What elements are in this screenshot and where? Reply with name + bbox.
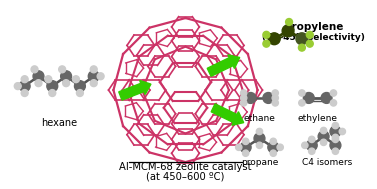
Circle shape [309, 136, 315, 143]
Circle shape [236, 144, 242, 150]
Circle shape [268, 33, 280, 45]
Circle shape [332, 122, 339, 129]
Circle shape [318, 131, 329, 142]
Circle shape [241, 100, 247, 106]
Circle shape [242, 150, 249, 156]
Circle shape [31, 66, 38, 73]
Circle shape [256, 128, 263, 135]
Circle shape [299, 90, 305, 96]
Circle shape [272, 90, 278, 96]
Circle shape [299, 44, 305, 51]
Text: propylene: propylene [284, 22, 343, 32]
Text: (at 450–600 ºC): (at 450–600 ºC) [146, 172, 225, 182]
Circle shape [320, 127, 327, 134]
Circle shape [330, 140, 341, 151]
Circle shape [254, 133, 265, 144]
Circle shape [272, 95, 278, 101]
Text: ethylene: ethylene [298, 114, 338, 123]
Circle shape [309, 148, 315, 154]
Circle shape [332, 148, 339, 154]
Text: Al-MCM-68 zeolite catalyst: Al-MCM-68 zeolite catalyst [119, 162, 252, 172]
Circle shape [330, 126, 341, 137]
Circle shape [19, 81, 30, 91]
Circle shape [263, 40, 270, 47]
Circle shape [59, 66, 66, 73]
Circle shape [75, 81, 85, 91]
Text: hexane: hexane [41, 118, 77, 128]
Circle shape [33, 71, 44, 82]
Circle shape [35, 80, 42, 87]
Circle shape [256, 142, 263, 149]
Circle shape [88, 71, 99, 82]
Circle shape [263, 31, 270, 38]
Text: ethane: ethane [244, 114, 276, 123]
Circle shape [332, 134, 339, 141]
Circle shape [240, 142, 251, 153]
Circle shape [241, 95, 247, 101]
Circle shape [63, 80, 69, 87]
Circle shape [307, 140, 317, 151]
Circle shape [299, 100, 305, 106]
Circle shape [330, 100, 337, 106]
Circle shape [272, 100, 278, 106]
Circle shape [296, 33, 308, 45]
Circle shape [303, 93, 314, 103]
Circle shape [77, 90, 83, 96]
FancyArrow shape [119, 80, 151, 100]
Text: C4 isomers: C4 isomers [302, 158, 352, 167]
Circle shape [49, 90, 56, 96]
Circle shape [268, 142, 279, 153]
Circle shape [47, 81, 58, 91]
Circle shape [263, 93, 274, 103]
Circle shape [90, 80, 97, 87]
Circle shape [339, 128, 345, 135]
Circle shape [270, 138, 276, 145]
Circle shape [286, 19, 293, 26]
Circle shape [21, 90, 28, 96]
Text: (40–45% selectivity): (40–45% selectivity) [262, 33, 365, 42]
FancyArrow shape [207, 55, 240, 76]
Text: propane: propane [241, 158, 278, 167]
Circle shape [245, 93, 256, 103]
Circle shape [45, 76, 52, 83]
Circle shape [61, 71, 72, 82]
Circle shape [14, 83, 21, 90]
Circle shape [332, 136, 339, 143]
Circle shape [307, 31, 313, 38]
FancyArrow shape [211, 104, 244, 125]
Circle shape [302, 142, 308, 149]
Circle shape [320, 139, 327, 146]
Circle shape [21, 76, 28, 83]
Circle shape [97, 73, 104, 80]
Circle shape [277, 144, 284, 150]
Circle shape [90, 66, 97, 73]
Circle shape [242, 138, 249, 145]
Circle shape [307, 40, 313, 47]
Circle shape [270, 150, 276, 156]
Circle shape [241, 90, 247, 96]
Circle shape [330, 90, 337, 96]
Circle shape [72, 76, 80, 83]
Circle shape [321, 93, 332, 103]
Circle shape [282, 25, 294, 37]
